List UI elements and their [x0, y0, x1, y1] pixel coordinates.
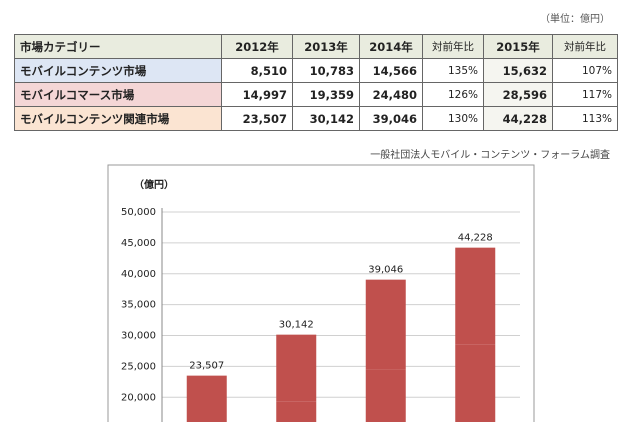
bar-segment — [365, 369, 406, 422]
category-cell: モバイルコンテンツ関連市場 — [14, 106, 222, 131]
category-cell: 市場カテゴリー — [14, 34, 222, 59]
value-cell: 135% — [422, 58, 484, 83]
market-table: 市場カテゴリー 2012年 2013年 2014年 対前年比 2015年 対前年比 モバイルコ… — [14, 34, 618, 131]
value-cell: 2015年 — [483, 34, 553, 59]
y-tick-label: 45,000 — [121, 238, 156, 249]
value-cell: 130% — [422, 106, 484, 131]
bar-total-label: 39,046 — [368, 265, 403, 276]
bar-segment — [455, 344, 496, 422]
source-note: 一般社団法人モバイル・コンテンツ・フォーラム調査 — [370, 150, 610, 161]
bar-total-label: 30,142 — [279, 320, 314, 331]
value-cell: 19,359 — [292, 82, 360, 107]
y-tick-label: 20,000 — [121, 392, 156, 403]
value-cell: 39,046 — [359, 106, 423, 131]
table-row: モバイルコマース市場 14,997 19,359 24,480 126% 28,596 11… — [14, 82, 618, 107]
y-axis-label: （億円） — [134, 178, 174, 191]
value-cell: 24,480 — [359, 82, 423, 107]
y-tick-label: 35,000 — [121, 300, 156, 311]
unit-note: （単位：億円） — [540, 14, 610, 25]
y-tick-label: 30,000 — [121, 331, 156, 342]
value-cell: 2013年 — [292, 34, 360, 59]
value-cell: 113% — [552, 106, 618, 131]
table-row: 市場カテゴリー 2012年 2013年 2014年 対前年比 2015年 対前年比 — [14, 34, 618, 59]
bar-segment — [276, 401, 317, 422]
y-tick-label: 50,000 — [121, 207, 156, 218]
value-cell: 15,632 — [483, 58, 553, 83]
y-tick-label: 40,000 — [121, 269, 156, 280]
table-row: モバイルコンテンツ関連市場 23,507 30,142 39,046 130% 44,22… — [14, 106, 618, 131]
category-cell: モバイルコマース市場 — [14, 82, 222, 107]
value-cell: 2012年 — [221, 34, 293, 59]
table-row: モバイルコンテンツ市場 8,510 10,783 14,566 135% 15,632 10… — [14, 58, 618, 83]
value-cell: 8,510 — [221, 58, 293, 83]
value-cell: 126% — [422, 82, 484, 107]
bar-segment — [276, 334, 317, 402]
bar-segment — [365, 279, 406, 370]
bar-segment — [186, 375, 227, 422]
value-cell: 30,142 — [292, 106, 360, 131]
bar-total-label: 23,507 — [189, 361, 224, 372]
y-tick-label: 25,000 — [121, 361, 156, 372]
bar-segment — [455, 247, 496, 345]
value-cell: 対前年比 — [422, 34, 484, 59]
value-cell: 23,507 — [221, 106, 293, 131]
value-cell: 2014年 — [359, 34, 423, 59]
value-cell: 10,783 — [292, 58, 360, 83]
value-cell: 14,566 — [359, 58, 423, 83]
value-cell: 対前年比 — [552, 34, 618, 59]
bar-total-label: 44,228 — [458, 233, 493, 244]
category-cell: モバイルコンテンツ市場 — [14, 58, 222, 83]
